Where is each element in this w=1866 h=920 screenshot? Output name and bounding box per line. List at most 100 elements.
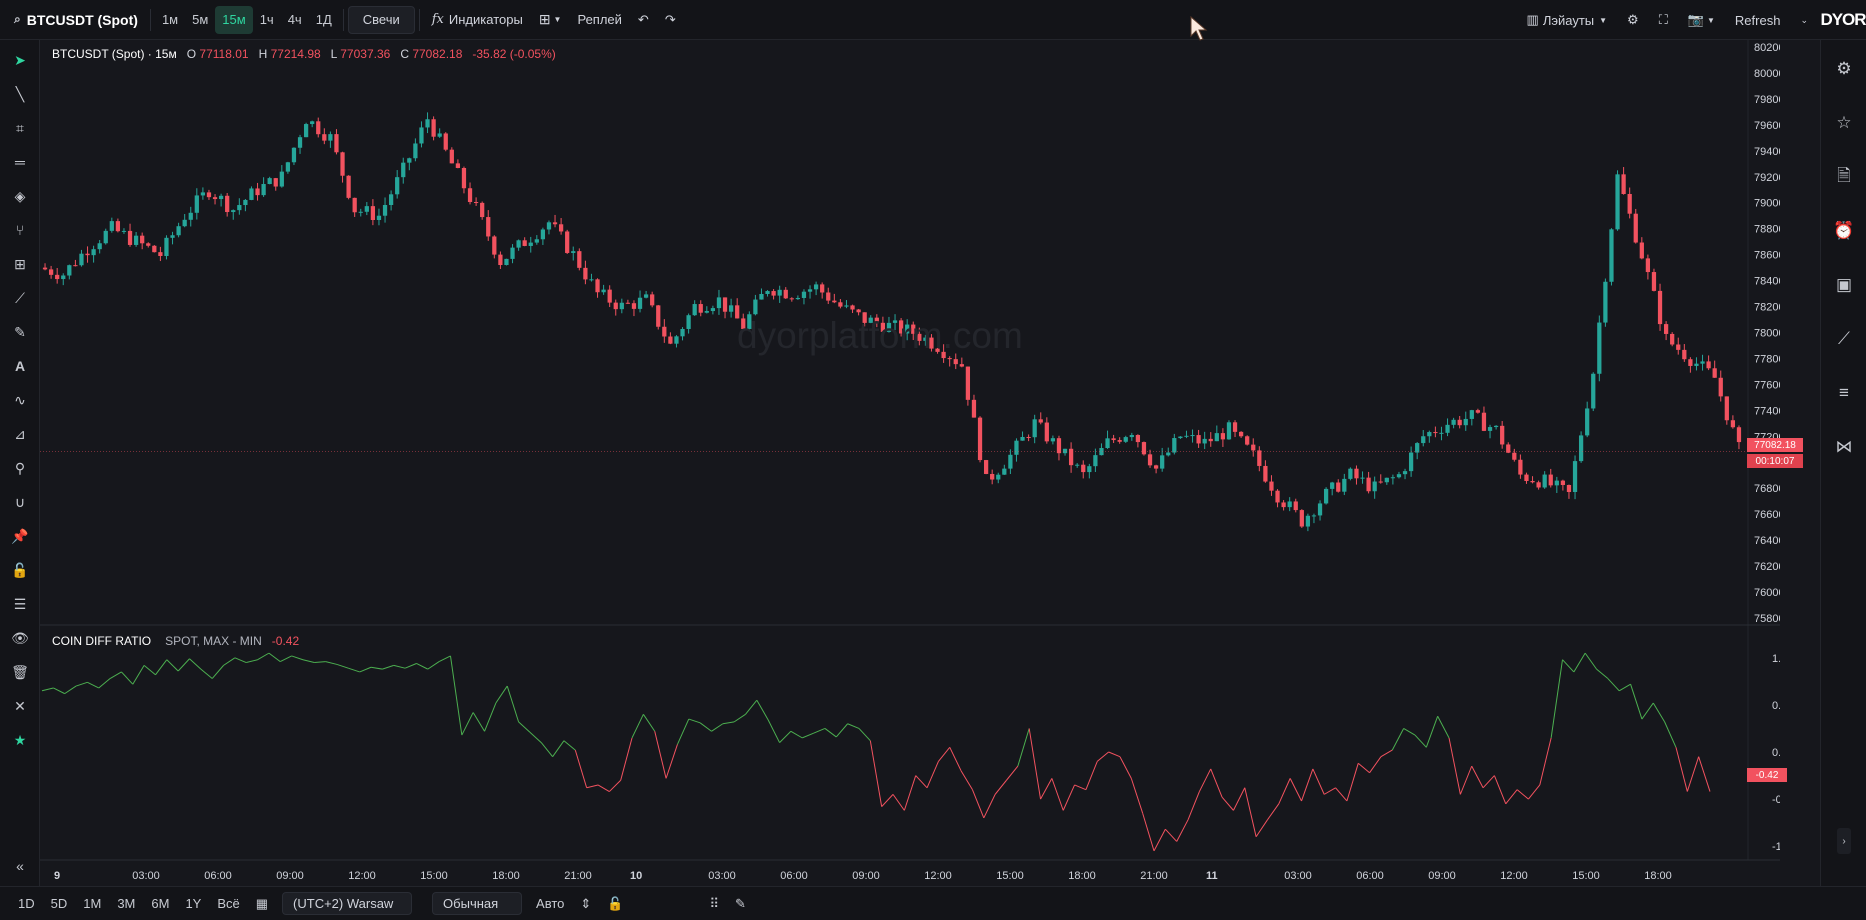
grid-button[interactable]: ⠿ xyxy=(701,896,727,912)
candle-body[interactable] xyxy=(1287,501,1292,508)
candle-body[interactable] xyxy=(534,239,539,243)
candle-body[interactable] xyxy=(765,291,770,294)
candle-body[interactable] xyxy=(413,143,418,159)
range-1d[interactable]: 1D xyxy=(18,896,35,911)
chart-type-button[interactable]: Свечи xyxy=(347,5,415,34)
candle-body[interactable] xyxy=(237,205,242,211)
candle-body[interactable] xyxy=(1032,419,1037,438)
candle-body[interactable] xyxy=(279,171,284,187)
candle-body[interactable] xyxy=(1281,502,1286,508)
candle-body[interactable] xyxy=(583,267,588,280)
candle-body[interactable] xyxy=(905,324,910,334)
magnet-tool[interactable]: ∪ xyxy=(8,490,32,514)
screener-widget[interactable]: ≡ xyxy=(1831,380,1857,406)
candle-body[interactable] xyxy=(261,184,266,196)
calendar-widget[interactable]: ▣ xyxy=(1831,272,1857,298)
fullscreen-button[interactable]: ⛶ xyxy=(1651,6,1676,34)
candle-body[interactable] xyxy=(935,348,940,352)
candle-body[interactable] xyxy=(1305,515,1311,527)
candle-body[interactable] xyxy=(1172,438,1177,453)
candle-body[interactable] xyxy=(152,245,157,253)
candle-body[interactable] xyxy=(158,252,163,257)
candle-body[interactable] xyxy=(1323,488,1329,504)
candle-body[interactable] xyxy=(79,253,84,266)
candle-body[interactable] xyxy=(747,314,752,329)
candle-body[interactable] xyxy=(1038,419,1043,423)
candle-body[interactable] xyxy=(777,289,782,296)
range-3m[interactable]: 3M xyxy=(117,896,136,911)
candle-body[interactable] xyxy=(194,195,199,213)
candle-body[interactable] xyxy=(795,297,801,300)
candle-body[interactable] xyxy=(1008,454,1013,469)
candle-body[interactable] xyxy=(1627,194,1632,214)
alerts-widget[interactable]: ⏰ xyxy=(1831,218,1857,244)
candle-body[interactable] xyxy=(1536,482,1541,488)
candle-body[interactable] xyxy=(528,242,533,246)
candle-body[interactable] xyxy=(303,124,309,138)
candle-body[interactable] xyxy=(1651,272,1657,291)
candle-body[interactable] xyxy=(1056,438,1062,454)
timeframe-1d[interactable]: 1Д xyxy=(315,12,332,27)
candle-body[interactable] xyxy=(898,320,904,334)
screenshot-button[interactable]: 📷 ▼ xyxy=(1680,6,1723,34)
candle-body[interactable] xyxy=(826,292,831,301)
candle-body[interactable] xyxy=(267,178,272,185)
candle-body[interactable] xyxy=(1062,448,1068,454)
candle-body[interactable] xyxy=(996,474,1001,480)
visibility-tool[interactable]: 👁 xyxy=(8,626,32,650)
candle-body[interactable] xyxy=(546,222,552,230)
candle-body[interactable] xyxy=(1615,174,1620,230)
range-1m[interactable]: 1M xyxy=(83,896,102,911)
candle-body[interactable] xyxy=(971,399,977,418)
candle-body[interactable] xyxy=(346,175,351,198)
candle-body[interactable] xyxy=(1645,258,1651,273)
candle-body[interactable] xyxy=(352,197,357,213)
timeframe-15m[interactable]: 15м xyxy=(215,5,253,34)
candle-body[interactable] xyxy=(832,300,837,303)
candle-body[interactable] xyxy=(249,188,254,200)
candle-body[interactable] xyxy=(953,359,958,365)
candle-body[interactable] xyxy=(613,302,618,310)
candle-body[interactable] xyxy=(486,217,491,237)
candle-body[interactable] xyxy=(1263,465,1268,482)
candle-body[interactable] xyxy=(728,305,734,312)
candle-body[interactable] xyxy=(322,134,327,141)
candle-body[interactable] xyxy=(783,289,788,299)
candle-body[interactable] xyxy=(710,308,716,312)
candle-body[interactable] xyxy=(1160,455,1165,469)
cursor-tool[interactable]: ➤ xyxy=(8,48,32,72)
candle-body[interactable] xyxy=(285,162,291,172)
fork-tool[interactable]: ⑂ xyxy=(8,218,32,242)
candle-body[interactable] xyxy=(1141,442,1147,455)
candle-body[interactable] xyxy=(838,302,843,307)
scale-adjust-button[interactable]: ⇕ xyxy=(572,896,599,912)
layers-tool[interactable]: ◈ xyxy=(8,184,32,208)
candle-body[interactable] xyxy=(911,324,916,334)
candle-body[interactable] xyxy=(1202,438,1207,444)
candle-body[interactable] xyxy=(291,147,297,163)
candle-body[interactable] xyxy=(1390,477,1396,479)
zoom-tool[interactable]: ⚲ xyxy=(8,456,32,480)
candle-body[interactable] xyxy=(182,219,187,227)
candle-body[interactable] xyxy=(643,294,649,298)
candle-body[interactable] xyxy=(844,305,849,307)
candle-body[interactable] xyxy=(1275,490,1280,503)
candle-body[interactable] xyxy=(1451,419,1456,425)
candle-body[interactable] xyxy=(1506,444,1511,453)
candle-body[interactable] xyxy=(1402,471,1408,475)
candle-body[interactable] xyxy=(589,279,594,281)
candle-body[interactable] xyxy=(1688,359,1693,366)
candle-body[interactable] xyxy=(558,224,564,232)
candle-body[interactable] xyxy=(868,317,873,323)
candle-body[interactable] xyxy=(735,305,740,319)
candle-body[interactable] xyxy=(1342,478,1347,492)
candle-body[interactable] xyxy=(856,309,861,313)
favorites-tool[interactable]: ★ xyxy=(8,728,32,752)
candle-body[interactable] xyxy=(455,163,461,168)
candle-body[interactable] xyxy=(692,304,697,316)
candle-body[interactable] xyxy=(1585,408,1590,436)
candle-body[interactable] xyxy=(334,134,339,153)
candle-body[interactable] xyxy=(1002,468,1007,475)
candle-body[interactable] xyxy=(42,267,48,270)
lock-scale-button[interactable]: 🔓 xyxy=(599,896,631,912)
